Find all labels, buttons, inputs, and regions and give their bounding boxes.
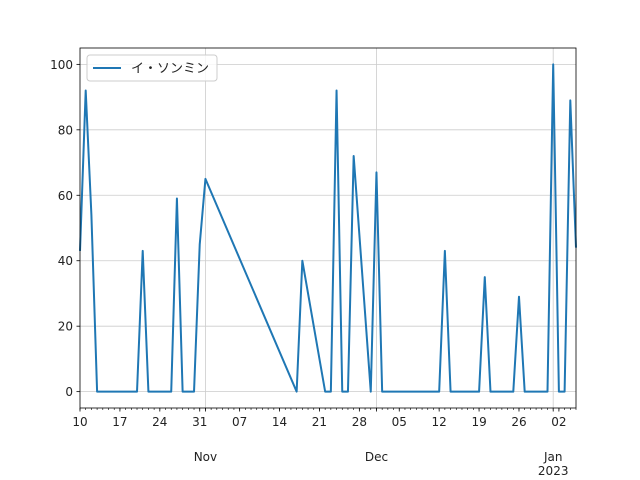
legend-label: イ・ソンミン [131, 62, 209, 77]
x-tick-label: 05 [392, 415, 407, 429]
y-tick-label: 80 [58, 123, 73, 137]
x-tick-label: 07 [232, 415, 247, 429]
series-layer [79, 63, 577, 393]
y-tick-label: 100 [50, 58, 73, 72]
x-tick-label: 28 [352, 415, 367, 429]
x-month-label: Jan [543, 450, 563, 464]
x-month-label: Dec [365, 450, 388, 464]
y-tick-label: 40 [58, 254, 73, 268]
legend: イ・ソンミン [86, 54, 218, 82]
x-month-label: Nov [194, 450, 217, 464]
series-line [79, 63, 577, 393]
x-tick-label: 26 [511, 415, 526, 429]
axes-frame [79, 47, 577, 409]
ticks: 0 20 40 60 80 100 10 17 24 31 07 14 21 28 05 12 19 26 02 No… [50, 58, 577, 478]
y-tick-label: 60 [58, 189, 73, 203]
x-year-label: 2023 [538, 464, 569, 478]
x-tick-label: 24 [152, 415, 167, 429]
x-tick-label: 31 [192, 415, 207, 429]
x-tick-label: 02 [551, 415, 566, 429]
x-tick-label: 17 [112, 415, 127, 429]
x-tick-label: 12 [432, 415, 447, 429]
x-tick-label: 19 [471, 415, 486, 429]
legend-box [86, 54, 218, 82]
x-tick-label: 10 [72, 415, 87, 429]
y-tick-label: 20 [58, 320, 73, 334]
x-tick-label: 14 [272, 415, 287, 429]
y-tick-label: 0 [65, 385, 73, 399]
x-tick-label: 21 [312, 415, 327, 429]
